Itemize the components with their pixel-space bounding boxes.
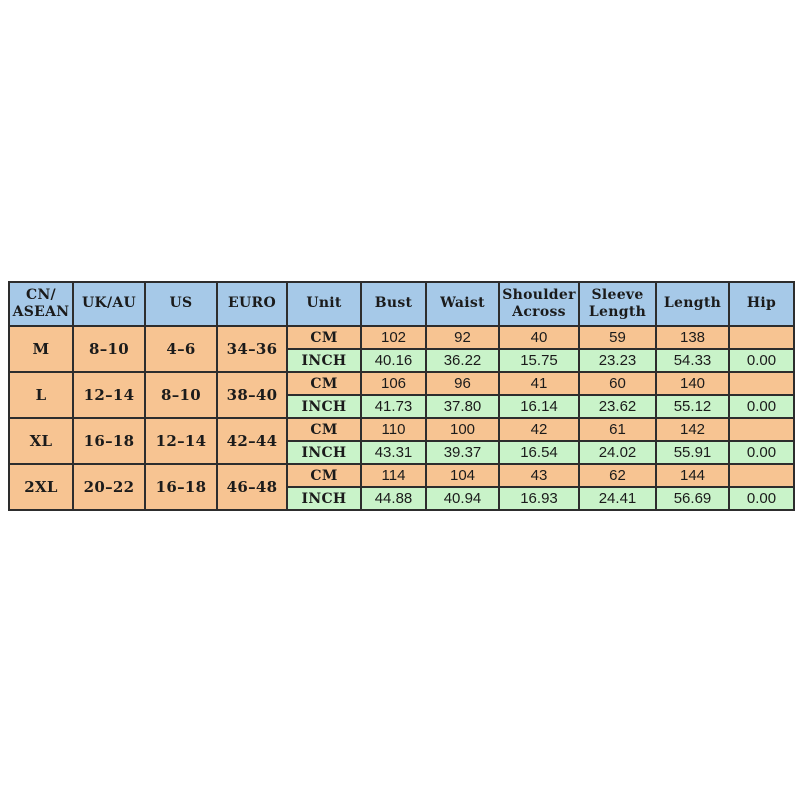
waist-cm-cell: 100 (425, 417, 500, 442)
unit-label-inch: INCH (286, 348, 362, 373)
unit-label-cm: CM (286, 463, 362, 488)
col-header-bust: Bust (360, 281, 427, 327)
hip-inch-cell: 0.00 (728, 348, 795, 373)
length-inch-cell: 55.91 (655, 440, 730, 465)
uk-au-cell: 16–18 (72, 417, 146, 465)
sleeve-cm-cell: 60 (578, 371, 657, 396)
waist-inch-cell: 37.80 (425, 394, 500, 419)
table-row-m-inch: INCH 40.16 36.22 15.75 23.23 54.33 0.00 (9, 348, 795, 373)
length-cm-cell: 144 (655, 463, 730, 488)
table-row-xl-cm: XL 16–18 12–14 42–44 CM 110 100 42 61 14… (8, 417, 795, 465)
hip-cm-cell (728, 463, 795, 488)
waist-cm-cell: 92 (425, 325, 500, 350)
col-header-length: Length (655, 281, 730, 327)
size-label-cell: 2XL (8, 463, 74, 511)
us-cell: 16–18 (144, 463, 218, 511)
length-inch-cell: 55.12 (655, 394, 730, 419)
table-row-l-inch: INCH 41.73 37.80 16.14 23.62 55.12 0.00 (9, 394, 795, 419)
col-header-uk-au: UK/AU (72, 281, 146, 327)
header-row: CN/ ASEAN UK/AU US EURO Unit Bust Waist … (8, 281, 795, 327)
col-header-waist: Waist (425, 281, 500, 327)
euro-cell: 38–40 (216, 371, 288, 419)
table-row-l-cm: L 12–14 8–10 38–40 CM 106 96 41 60 140 (8, 371, 795, 419)
unit-label-inch: INCH (286, 486, 362, 511)
bust-inch-cell: 43.31 (360, 440, 427, 465)
us-cell: 12–14 (144, 417, 218, 465)
euro-cell: 34–36 (216, 325, 288, 373)
sleeve-cm-cell: 62 (578, 463, 657, 488)
hip-cm-cell (728, 417, 795, 442)
shoulder-inch-cell: 15.75 (498, 348, 580, 373)
size-chart-table: CN/ ASEAN UK/AU US EURO Unit Bust Waist … (8, 281, 795, 511)
unit-label-cm: CM (286, 371, 362, 396)
hip-cm-cell (728, 325, 795, 350)
hip-inch-cell: 0.00 (728, 486, 795, 511)
sleeve-cm-cell: 61 (578, 417, 657, 442)
shoulder-inch-cell: 16.93 (498, 486, 580, 511)
length-cm-cell: 138 (655, 325, 730, 350)
bust-inch-cell: 40.16 (360, 348, 427, 373)
shoulder-inch-cell: 16.14 (498, 394, 580, 419)
unit-label-cm: CM (286, 417, 362, 442)
hip-inch-cell: 0.00 (728, 440, 795, 465)
bust-cm-cell: 102 (360, 325, 427, 350)
bust-inch-cell: 44.88 (360, 486, 427, 511)
table-row-m-cm: M 8–10 4–6 34–36 CM 102 92 40 59 138 (8, 325, 795, 373)
shoulder-cm-cell: 43 (498, 463, 580, 488)
sleeve-inch-cell: 23.62 (578, 394, 657, 419)
hip-inch-cell: 0.00 (728, 394, 795, 419)
col-header-cn-asean: CN/ ASEAN (8, 281, 74, 327)
length-cm-cell: 140 (655, 371, 730, 396)
waist-inch-cell: 36.22 (425, 348, 500, 373)
euro-cell: 46–48 (216, 463, 288, 511)
col-header-unit: Unit (286, 281, 362, 327)
length-cm-cell: 142 (655, 417, 730, 442)
shoulder-cm-cell: 40 (498, 325, 580, 350)
uk-au-cell: 12–14 (72, 371, 146, 419)
size-label-cell: M (8, 325, 74, 373)
sleeve-inch-cell: 23.23 (578, 348, 657, 373)
shoulder-cm-cell: 42 (498, 417, 580, 442)
waist-cm-cell: 104 (425, 463, 500, 488)
bust-cm-cell: 114 (360, 463, 427, 488)
size-label-cell: XL (8, 417, 74, 465)
unit-label-cm: CM (286, 325, 362, 350)
shoulder-cm-cell: 41 (498, 371, 580, 396)
waist-inch-cell: 40.94 (425, 486, 500, 511)
col-header-hip: Hip (728, 281, 795, 327)
bust-cm-cell: 110 (360, 417, 427, 442)
length-inch-cell: 54.33 (655, 348, 730, 373)
us-cell: 4–6 (144, 325, 218, 373)
col-header-euro: EURO (216, 281, 288, 327)
unit-label-inch: INCH (286, 394, 362, 419)
size-label-cell: L (8, 371, 74, 419)
sleeve-inch-cell: 24.41 (578, 486, 657, 511)
uk-au-cell: 20–22 (72, 463, 146, 511)
bust-cm-cell: 106 (360, 371, 427, 396)
shoulder-inch-cell: 16.54 (498, 440, 580, 465)
waist-cm-cell: 96 (425, 371, 500, 396)
euro-cell: 42–44 (216, 417, 288, 465)
hip-cm-cell (728, 371, 795, 396)
waist-inch-cell: 39.37 (425, 440, 500, 465)
unit-label-inch: INCH (286, 440, 362, 465)
col-header-shoulder-across: Shoulder Across (498, 281, 580, 327)
table-row-xl-inch: INCH 43.31 39.37 16.54 24.02 55.91 0.00 (9, 440, 795, 465)
col-header-sleeve-length: Sleeve Length (578, 281, 657, 327)
uk-au-cell: 8–10 (72, 325, 146, 373)
length-inch-cell: 56.69 (655, 486, 730, 511)
table-row-2xl-cm: 2XL 20–22 16–18 46–48 CM 114 104 43 62 1… (8, 463, 795, 511)
table-row-2xl-inch: INCH 44.88 40.94 16.93 24.41 56.69 0.00 (9, 486, 795, 511)
sleeve-cm-cell: 59 (578, 325, 657, 350)
us-cell: 8–10 (144, 371, 218, 419)
bust-inch-cell: 41.73 (360, 394, 427, 419)
col-header-us: US (144, 281, 218, 327)
sleeve-inch-cell: 24.02 (578, 440, 657, 465)
